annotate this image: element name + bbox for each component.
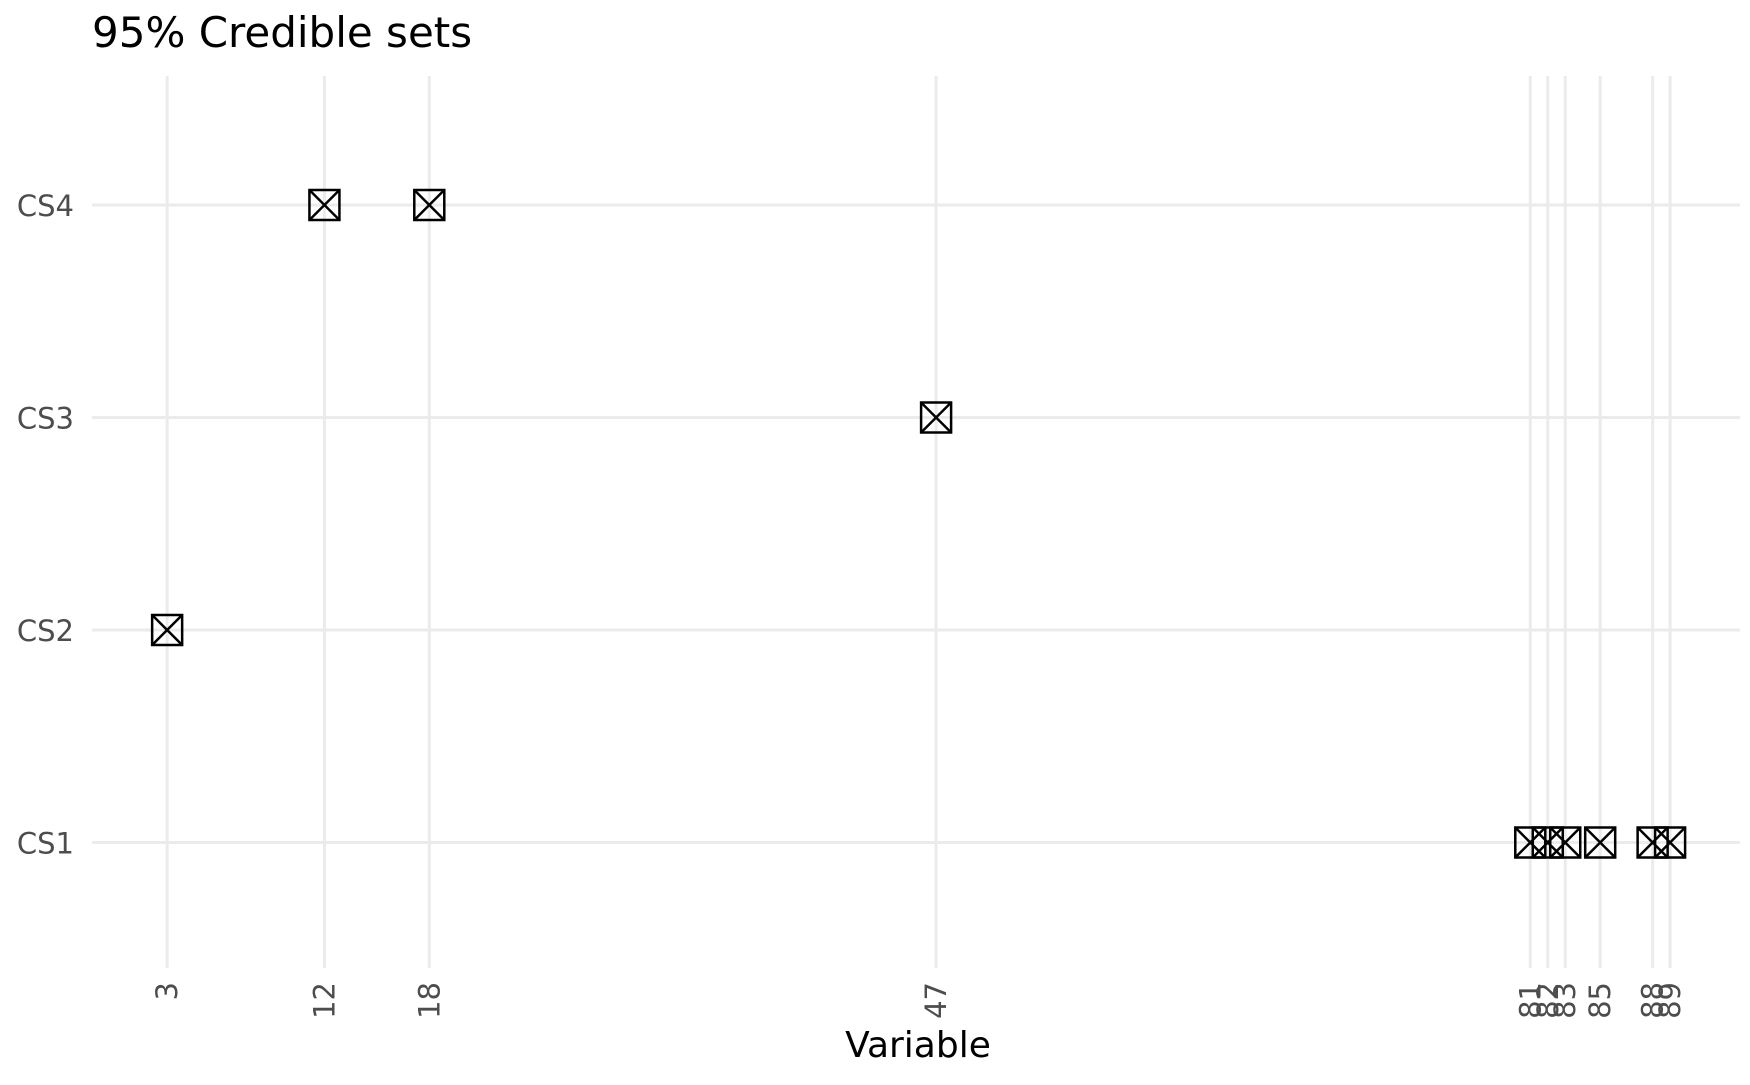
x-tick-label: 18 [412, 982, 446, 1019]
marker-shape [919, 401, 953, 434]
data-point-marker [919, 401, 953, 434]
x-tick-label: 83 [1548, 982, 1582, 1019]
marker-shape [1636, 826, 1669, 859]
data-point-marker [150, 613, 184, 647]
x-tick-label: 12 [307, 982, 341, 1019]
marker-shape [1531, 826, 1565, 859]
marker-shape [308, 189, 341, 221]
y-tick-label: CS4 [17, 189, 74, 223]
data-point-marker [1531, 826, 1565, 859]
marker-shape [1583, 826, 1617, 859]
marker-shape [151, 614, 184, 646]
x-tick-label: 85 [1583, 982, 1617, 1019]
y-tick-label: CS2 [17, 614, 74, 648]
marker-shape [308, 188, 341, 222]
x-axis-label: Variable [845, 1025, 991, 1066]
x-tick-label: 81 [1513, 982, 1547, 1019]
x-tick-label: 3 [150, 982, 184, 1000]
data-point-marker [1636, 826, 1669, 859]
data-point-marker [1653, 826, 1687, 859]
marker-shape [1654, 826, 1686, 859]
marker-shape [1531, 826, 1564, 859]
marker-shape [1636, 826, 1669, 859]
x-tick-label: 89 [1653, 982, 1687, 1019]
y-tick-label: CS1 [17, 827, 74, 861]
x-tick-label: 47 [919, 982, 953, 1019]
marker-shape [1514, 826, 1547, 859]
marker-shape [1653, 826, 1687, 859]
marker-shape [1548, 826, 1582, 859]
marker-shape [150, 613, 184, 647]
chart-title: 95% Credible sets [92, 8, 473, 57]
x-tick-label: 82 [1531, 982, 1565, 1019]
data-point-marker [1548, 826, 1582, 859]
data-point-marker [308, 188, 341, 222]
marker-shape [1514, 826, 1547, 859]
data-point-marker [1583, 826, 1617, 859]
marker-shape [1549, 826, 1582, 859]
x-tick-label: 88 [1636, 982, 1670, 1019]
data-point-marker [1514, 826, 1547, 859]
marker-shape [1584, 826, 1617, 859]
marker-shape [413, 188, 446, 222]
y-tick-label: CS3 [17, 402, 74, 436]
data-point-marker [413, 188, 446, 222]
marker-shape [920, 401, 952, 434]
marker-shape [413, 189, 446, 221]
